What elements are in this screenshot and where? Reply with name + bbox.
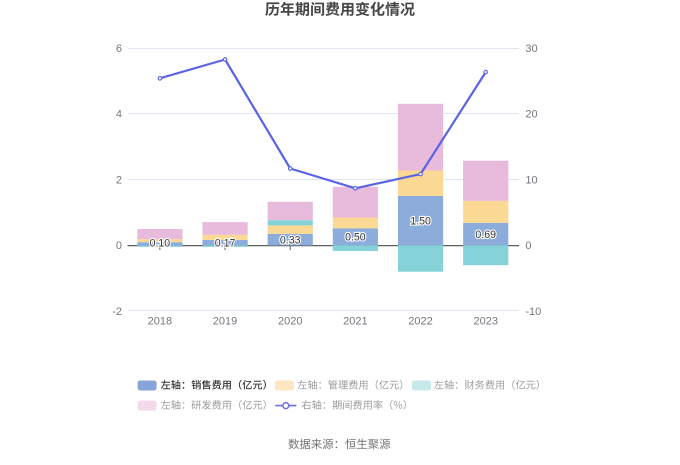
svg-text:0: 0 <box>116 240 122 252</box>
svg-text:2018: 2018 <box>148 316 172 328</box>
svg-text:20: 20 <box>525 109 537 121</box>
svg-text:2019: 2019 <box>213 316 237 328</box>
svg-text:-10: -10 <box>525 306 541 318</box>
svg-text:0: 0 <box>525 240 531 252</box>
svg-text:2022: 2022 <box>408 316 432 328</box>
svg-text:-2: -2 <box>112 306 122 318</box>
svg-text:0.17: 0.17 <box>215 237 236 249</box>
svg-text:0.33: 0.33 <box>280 234 301 246</box>
svg-text:1.50: 1.50 <box>410 215 431 227</box>
svg-text:0.10: 0.10 <box>150 238 171 250</box>
svg-text:10: 10 <box>525 174 537 186</box>
svg-text:2021: 2021 <box>343 316 367 328</box>
svg-text:0.69: 0.69 <box>475 229 496 241</box>
svg-text:0.50: 0.50 <box>345 232 366 244</box>
svg-text:2023: 2023 <box>473 316 497 328</box>
svg-text:2: 2 <box>116 174 122 186</box>
svg-text:4: 4 <box>116 109 122 121</box>
svg-text:6: 6 <box>116 43 122 55</box>
svg-text:30: 30 <box>525 43 537 55</box>
svg-text:2020: 2020 <box>278 316 302 328</box>
